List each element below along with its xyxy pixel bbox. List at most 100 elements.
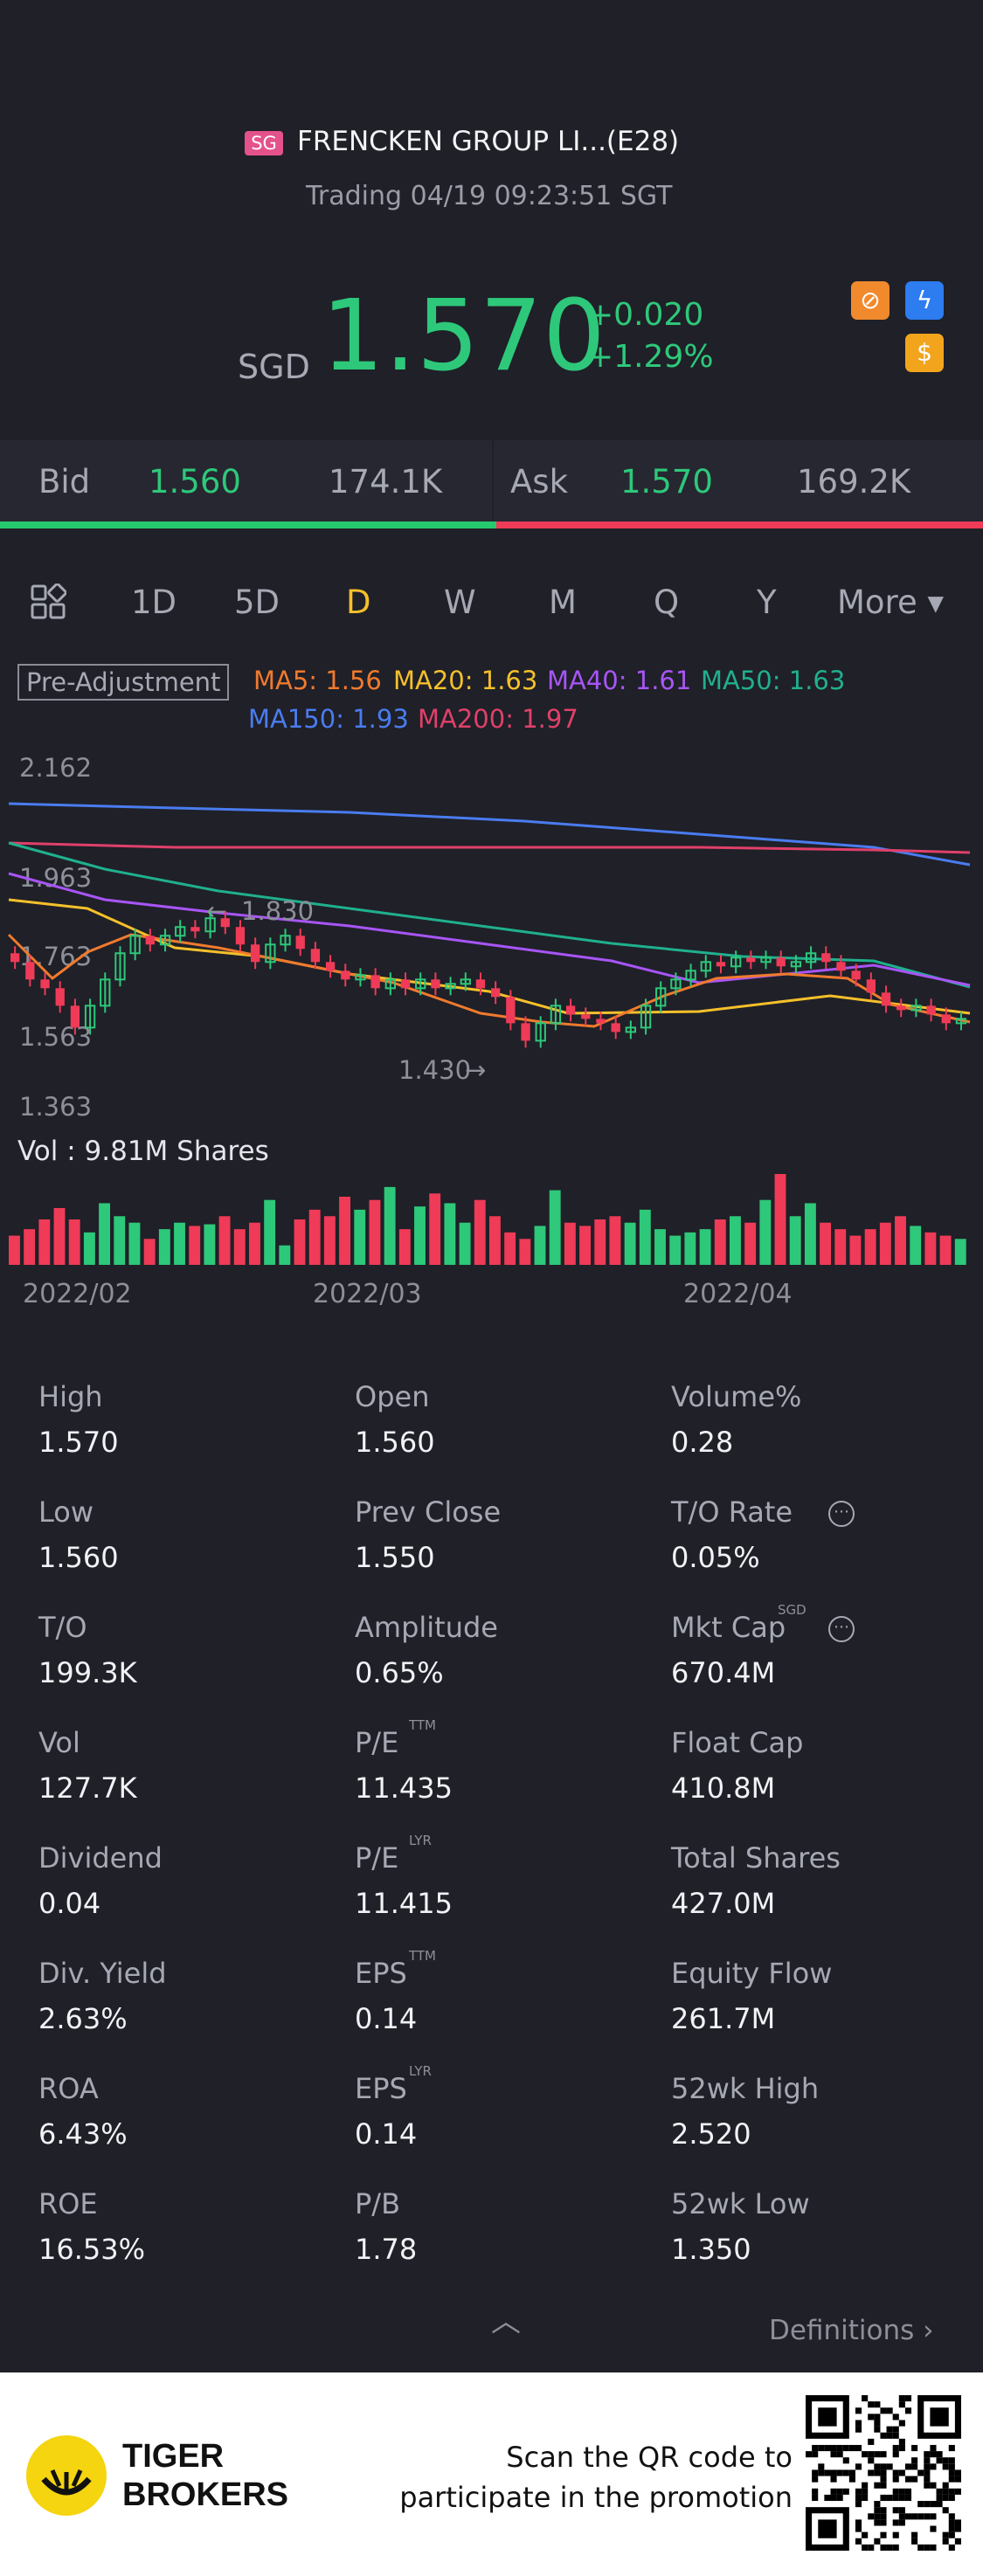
volume-bar — [804, 1203, 816, 1265]
candle-body — [581, 1014, 591, 1019]
candle-body — [400, 979, 411, 989]
stat-label: T/O — [38, 1611, 87, 1644]
volume-bar — [83, 1232, 95, 1265]
volume-bar — [564, 1222, 576, 1265]
pre-adjustment-toggle[interactable]: Pre-Adjustment — [17, 664, 230, 701]
candle-body — [535, 1022, 546, 1042]
candle-body — [881, 992, 891, 1006]
y-tick-label: 1.363 — [19, 1092, 93, 1122]
tab-w[interactable]: W — [444, 584, 476, 621]
volume-bar — [233, 1229, 246, 1265]
stat-label: P/E — [355, 1841, 399, 1875]
tab-m[interactable]: M — [549, 584, 577, 621]
candle-body — [700, 961, 711, 972]
volume-bar — [308, 1209, 321, 1265]
stat-value: 2.63% — [38, 2002, 128, 2035]
ma20-line — [8, 898, 971, 1015]
ask-label: Ask — [510, 463, 569, 501]
candle-body — [760, 957, 772, 963]
bid-price: 1.560 — [149, 463, 241, 501]
no-short-icon[interactable]: ⊘ — [851, 281, 890, 320]
tab-d[interactable]: D — [346, 584, 371, 621]
qr-code[interactable] — [806, 2395, 961, 2551]
volume-bar — [744, 1222, 757, 1265]
stat-label: High — [38, 1380, 103, 1413]
stat-value: 2.520 — [671, 2117, 751, 2151]
candle-body — [204, 917, 216, 933]
info-icon[interactable]: ⋯ — [828, 1501, 855, 1527]
stat-label: 52wk High — [671, 2072, 820, 2105]
candle-body — [145, 936, 155, 945]
volume-bar — [549, 1190, 561, 1265]
candle-body — [129, 935, 141, 955]
volume-bar — [204, 1224, 216, 1265]
volume-bar — [504, 1232, 516, 1265]
tab-more[interactable]: More ▾ — [837, 584, 945, 621]
tab-q[interactable]: Q — [654, 584, 680, 621]
tab-1d[interactable]: 1D — [131, 584, 177, 621]
volume-bar — [624, 1222, 636, 1265]
ma40-line — [8, 872, 971, 987]
candle-body — [431, 979, 440, 989]
volume-bar — [714, 1219, 726, 1265]
stat-label: EPS — [355, 2072, 407, 2105]
stat-value: 1.350 — [671, 2233, 751, 2266]
candle-body — [550, 1005, 562, 1025]
candle-body — [596, 1019, 606, 1024]
stat-superscript: TTM — [409, 1717, 437, 1733]
x-date-label: 2022/02 — [23, 1279, 132, 1309]
dollar-icon[interactable]: $ — [905, 334, 944, 372]
stat-label: P/B — [355, 2187, 401, 2220]
volume-bar — [218, 1216, 231, 1265]
stock-title[interactable]: FRENCKEN GROUP LI...(E28) — [297, 126, 680, 157]
volume-bar — [954, 1239, 966, 1265]
stat-value: 261.7M — [671, 2002, 776, 2035]
candle-body — [625, 1026, 636, 1033]
stat-label: Amplitude — [355, 1611, 498, 1644]
price-change-percent: +1.29% — [587, 339, 714, 375]
ma50-label: MA50: 1.63 — [701, 666, 846, 695]
layout-grid-icon[interactable] — [30, 583, 67, 620]
candlestick-chart[interactable]: ← 1.830 1.430 → — [0, 760, 983, 1109]
volume-bar — [459, 1222, 471, 1265]
stat-value: 0.65% — [355, 1656, 444, 1689]
candle-body — [295, 936, 305, 950]
volume-bar — [669, 1235, 682, 1265]
volume-bar — [143, 1239, 156, 1265]
volume-bar — [820, 1222, 832, 1265]
candle-body — [955, 1018, 967, 1025]
tab-5d[interactable]: 5D — [234, 584, 280, 621]
volume-bar — [849, 1235, 862, 1265]
stat-value: 0.14 — [355, 2002, 418, 2035]
stat-label: Low — [38, 1495, 94, 1529]
y-tick-label: 1.563 — [19, 1022, 93, 1052]
stat-value: 1.78 — [355, 2233, 418, 2266]
tab-y[interactable]: Y — [757, 584, 777, 621]
ma20-label: MA20: 1.63 — [393, 666, 538, 695]
volume-bar — [879, 1222, 891, 1265]
candle-body — [866, 979, 876, 993]
definitions-link[interactable]: Definitions › — [769, 2315, 934, 2346]
info-icon[interactable]: ⋯ — [828, 1616, 855, 1642]
bolt-icon[interactable]: ϟ — [905, 281, 944, 320]
stat-label: 52wk Low — [671, 2187, 810, 2220]
candle-body — [565, 1005, 576, 1015]
stat-label: Open — [355, 1380, 430, 1413]
volume-bar — [323, 1216, 336, 1265]
stat-label: Equity Flow — [671, 1957, 833, 1990]
volume-bar — [534, 1226, 546, 1265]
x-date-label: 2022/03 — [313, 1279, 422, 1309]
candle-body — [70, 1005, 80, 1028]
candle-body — [341, 970, 350, 980]
stat-value: 0.04 — [38, 1887, 101, 1920]
volume-bar — [38, 1219, 51, 1265]
volume-bar — [895, 1216, 906, 1265]
volume-bar — [639, 1209, 651, 1265]
stat-label: P/E — [355, 1726, 399, 1759]
volume-bar — [279, 1245, 291, 1265]
candle-body — [640, 1005, 652, 1029]
stat-value: 427.0M — [671, 1887, 776, 1920]
stat-label: Volume% — [671, 1380, 802, 1413]
collapse-chevron-icon[interactable]: ︿ — [491, 2304, 521, 2339]
stat-label: Vol — [38, 1726, 80, 1759]
